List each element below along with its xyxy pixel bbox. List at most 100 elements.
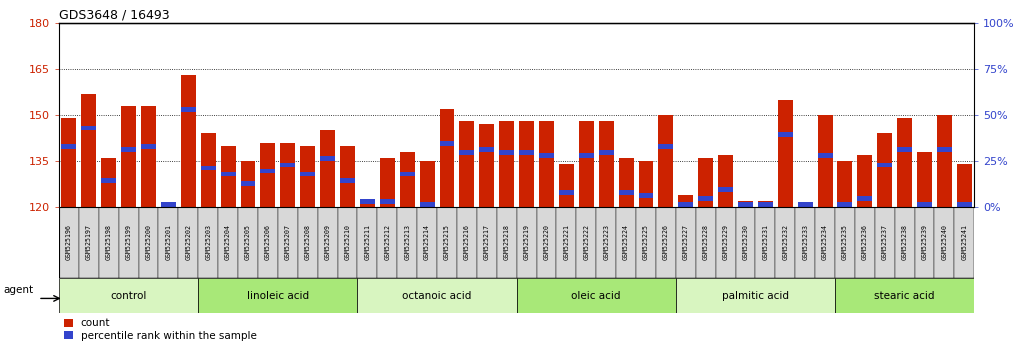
Text: GSM525233: GSM525233: [802, 224, 809, 261]
FancyBboxPatch shape: [954, 207, 974, 278]
FancyBboxPatch shape: [159, 207, 178, 278]
Bar: [639, 193, 654, 198]
Text: GSM525227: GSM525227: [682, 224, 689, 261]
Text: agent: agent: [3, 285, 34, 295]
Bar: [161, 202, 176, 207]
Text: GSM525230: GSM525230: [742, 224, 749, 261]
Text: GSM525234: GSM525234: [822, 224, 828, 261]
Bar: [141, 144, 156, 149]
FancyBboxPatch shape: [895, 207, 914, 278]
Text: GSM525204: GSM525204: [225, 224, 231, 261]
Bar: [857, 155, 873, 207]
Bar: [379, 158, 395, 207]
FancyBboxPatch shape: [835, 207, 855, 278]
Text: GSM525206: GSM525206: [264, 224, 271, 261]
FancyBboxPatch shape: [238, 207, 258, 278]
Bar: [460, 150, 474, 155]
Bar: [360, 204, 375, 207]
Bar: [320, 130, 335, 207]
Text: GSM525232: GSM525232: [782, 224, 788, 261]
Text: oleic acid: oleic acid: [572, 291, 621, 301]
Text: GSM525226: GSM525226: [663, 224, 669, 261]
Text: GSM525235: GSM525235: [842, 224, 848, 261]
Bar: [897, 147, 912, 152]
Bar: [479, 147, 494, 152]
Text: GSM525212: GSM525212: [384, 224, 391, 261]
Bar: [778, 100, 792, 207]
FancyBboxPatch shape: [477, 207, 496, 278]
Text: GSM525215: GSM525215: [444, 224, 450, 261]
Bar: [61, 144, 76, 149]
Bar: [379, 199, 395, 204]
Text: GSM525210: GSM525210: [345, 224, 351, 261]
Text: GSM525240: GSM525240: [942, 224, 948, 261]
FancyBboxPatch shape: [596, 207, 616, 278]
FancyBboxPatch shape: [855, 207, 875, 278]
Bar: [818, 115, 833, 207]
Text: control: control: [111, 291, 146, 301]
FancyBboxPatch shape: [59, 207, 79, 278]
FancyBboxPatch shape: [338, 207, 357, 278]
Bar: [59, 278, 198, 313]
FancyBboxPatch shape: [138, 207, 159, 278]
Text: GSM525207: GSM525207: [285, 224, 291, 261]
Bar: [878, 133, 892, 207]
Bar: [340, 178, 355, 183]
Bar: [241, 181, 255, 185]
Bar: [221, 172, 236, 176]
Bar: [181, 75, 196, 207]
Text: GSM525216: GSM525216: [464, 224, 470, 261]
Bar: [198, 278, 357, 313]
Bar: [758, 202, 773, 207]
Bar: [121, 147, 136, 152]
Bar: [559, 164, 574, 207]
Text: GSM525198: GSM525198: [106, 224, 112, 261]
Bar: [676, 278, 835, 313]
FancyBboxPatch shape: [219, 207, 238, 278]
Bar: [81, 126, 97, 130]
Bar: [420, 161, 434, 207]
Legend: count, percentile rank within the sample: count, percentile rank within the sample: [64, 319, 256, 341]
Text: GSM525238: GSM525238: [902, 224, 907, 261]
Bar: [937, 147, 952, 152]
Bar: [61, 118, 76, 207]
Bar: [300, 172, 315, 176]
Text: GSM525203: GSM525203: [205, 224, 212, 261]
Bar: [738, 201, 753, 207]
Text: GSM525239: GSM525239: [921, 224, 928, 261]
Bar: [678, 195, 694, 207]
Bar: [517, 278, 676, 313]
FancyBboxPatch shape: [79, 207, 99, 278]
Text: GSM525221: GSM525221: [563, 224, 570, 261]
Bar: [917, 202, 932, 207]
FancyBboxPatch shape: [735, 207, 756, 278]
Bar: [818, 153, 833, 158]
FancyBboxPatch shape: [537, 207, 556, 278]
Bar: [618, 190, 634, 195]
FancyBboxPatch shape: [178, 207, 198, 278]
Bar: [400, 152, 415, 207]
Bar: [559, 190, 574, 195]
Text: palmitic acid: palmitic acid: [722, 291, 789, 301]
FancyBboxPatch shape: [914, 207, 935, 278]
Bar: [837, 161, 852, 207]
Bar: [320, 156, 335, 161]
FancyBboxPatch shape: [119, 207, 138, 278]
Text: GSM525241: GSM525241: [961, 224, 967, 261]
Bar: [539, 121, 554, 207]
Bar: [699, 158, 713, 207]
FancyBboxPatch shape: [795, 207, 815, 278]
Text: GSM525219: GSM525219: [524, 224, 530, 261]
FancyBboxPatch shape: [875, 207, 895, 278]
FancyBboxPatch shape: [357, 207, 377, 278]
Text: GDS3648 / 16493: GDS3648 / 16493: [59, 9, 170, 22]
Text: GSM525196: GSM525196: [66, 224, 72, 261]
Bar: [121, 106, 136, 207]
FancyBboxPatch shape: [398, 207, 417, 278]
Bar: [260, 143, 276, 207]
FancyBboxPatch shape: [417, 207, 437, 278]
Text: GSM525222: GSM525222: [584, 224, 589, 261]
Text: GSM525211: GSM525211: [364, 224, 370, 261]
FancyBboxPatch shape: [437, 207, 457, 278]
Bar: [797, 202, 813, 207]
